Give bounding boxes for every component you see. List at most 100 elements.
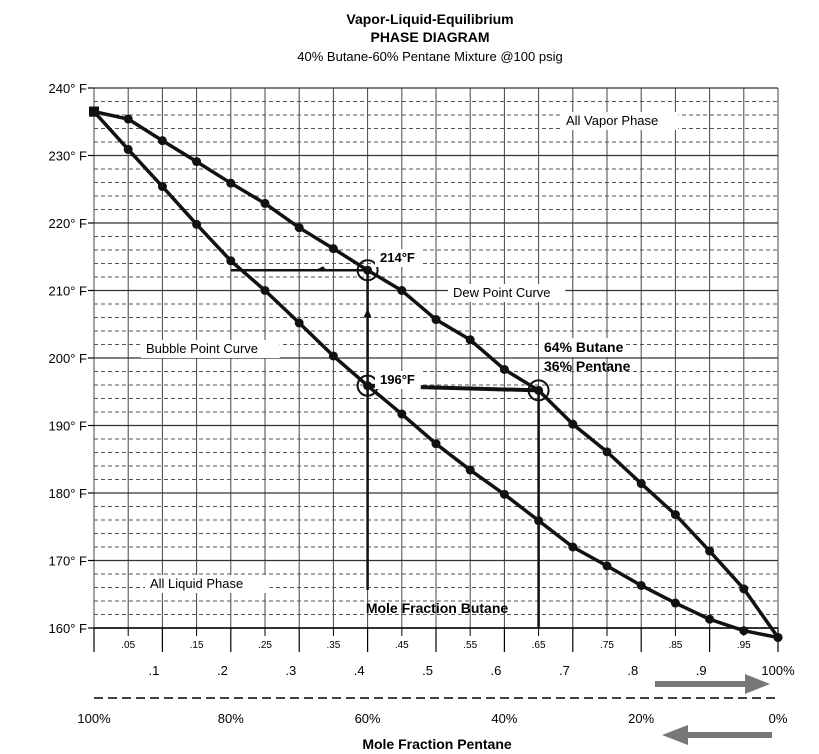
- data-point: [363, 265, 373, 275]
- data-point: [773, 632, 783, 642]
- data-point: [328, 244, 338, 254]
- data-point: [739, 584, 749, 594]
- data-point: [670, 598, 680, 608]
- y-tick-label: 240° F: [49, 81, 88, 96]
- data-point: [636, 580, 646, 590]
- arrow-left-small-icon: [315, 266, 327, 271]
- data-point: [499, 364, 509, 374]
- data-point: [226, 178, 236, 188]
- y-tick-label: 170° F: [49, 554, 88, 569]
- x-minor-tick-label: .25: [258, 640, 272, 651]
- label-214f-bg: [375, 249, 421, 267]
- data-point: [123, 114, 133, 124]
- data-point: [705, 614, 715, 624]
- axes: 240° F 230° F 220° F 210° F 200° F 190° F 180°…: [49, 81, 796, 726]
- x-minor-tick-label: .85: [668, 640, 682, 651]
- data-point: [465, 335, 475, 345]
- x-major-tick-label: 100%: [761, 663, 795, 678]
- series-group: [89, 106, 783, 642]
- data-point: [294, 223, 304, 233]
- y-tick-label: 230° F: [49, 149, 88, 164]
- data-point: [89, 106, 99, 117]
- data-point: [602, 561, 612, 571]
- x-major-tick-label: .1: [149, 663, 160, 678]
- data-point: [328, 351, 338, 361]
- data-point: [499, 489, 509, 499]
- data-point: [705, 546, 715, 556]
- data-point: [602, 447, 612, 457]
- x-major-tick-label: .7: [559, 663, 570, 678]
- annotation-labels: All Vapor Phase Dew Point Curve Bubble Poi…: [141, 112, 679, 593]
- label-214f: 214°F: [380, 250, 415, 265]
- x-minor-tick-label: .55: [463, 640, 477, 651]
- arrow-left-icon: [662, 725, 772, 745]
- label-dew-point-curve-bg: [448, 284, 566, 302]
- highlight-circle: [527, 379, 550, 402]
- arrow-right-icon: [655, 674, 770, 694]
- x-major-tick-label: .9: [696, 663, 707, 678]
- y-tick-label: 210° F: [49, 284, 88, 299]
- y-tick-label: 200° F: [49, 351, 88, 366]
- x-minor-tick-label: .35: [326, 640, 340, 651]
- data-point: [260, 198, 270, 208]
- data-point: [294, 318, 304, 328]
- y-tick-label: 220° F: [49, 216, 88, 231]
- x-axis-label-pentane: Mole Fraction Pentane: [362, 736, 512, 752]
- x-major-tick-label: .6: [491, 663, 502, 678]
- data-point: [534, 385, 544, 395]
- x-major-tick-label: .5: [422, 663, 433, 678]
- label-64-butane-bg: [539, 338, 626, 357]
- label-all-vapor-phase-bg: [561, 112, 679, 130]
- label-dew-point-curve: Dew Point Curve: [453, 285, 551, 300]
- data-point: [363, 381, 373, 391]
- x-minor-tick-label: .45: [395, 640, 409, 651]
- data-point: [739, 626, 749, 636]
- data-point: [157, 136, 167, 146]
- pentane-tick-label: 80%: [218, 711, 244, 726]
- label-36-pentane: 36% Pentane: [544, 358, 631, 374]
- data-point: [431, 439, 441, 449]
- label-bubble-point-curve-bg: [141, 340, 280, 358]
- data-point: [192, 157, 202, 167]
- arrow-up-small-icon: [363, 308, 372, 318]
- data-point: [157, 182, 167, 192]
- label-all-liquid-phase-bg: [145, 575, 270, 593]
- data-point: [465, 465, 475, 475]
- pentane-tick-label: 100%: [77, 711, 111, 726]
- pentane-tick-label: 60%: [355, 711, 381, 726]
- data-point: [534, 516, 544, 526]
- highlight-circle: [356, 259, 379, 282]
- x-minor-tick-label: .05: [121, 640, 135, 651]
- x-major-tick-label: .3: [285, 663, 296, 678]
- data-point: [568, 419, 578, 429]
- pentane-tick-label: 20%: [628, 711, 654, 726]
- data-point: [636, 479, 646, 489]
- data-point: [431, 315, 441, 325]
- x-minor-tick-label: .95: [737, 640, 751, 651]
- x-minor-tick-label: .75: [600, 640, 614, 651]
- label-196f-bg: [375, 371, 421, 389]
- chart-title: Vapor-Liquid-Equilibrium: [346, 11, 513, 27]
- label-196f: 196°F: [380, 372, 415, 387]
- label-bubble-point-curve: Bubble Point Curve: [146, 341, 258, 356]
- data-point: [670, 510, 680, 520]
- x-minor-tick-label: .65: [532, 640, 546, 651]
- label-64-butane: 64% Butane: [544, 339, 624, 355]
- data-point: [568, 542, 578, 552]
- pentane-tick-label: 40%: [491, 711, 517, 726]
- chart-subtitle: PHASE DIAGRAM: [370, 29, 489, 45]
- y-tick-label: 190° F: [49, 419, 88, 434]
- y-tick-label: 180° F: [49, 486, 88, 501]
- label-all-vapor-phase: All Vapor Phase: [566, 113, 658, 128]
- chart-subtitle-2: 40% Butane-60% Pentane Mixture @100 psig: [297, 49, 562, 64]
- x-major-tick-label: .2: [217, 663, 228, 678]
- pentane-tick-label: 0%: [769, 711, 788, 726]
- data-point: [123, 144, 133, 154]
- label-all-liquid-phase: All Liquid Phase: [150, 576, 243, 591]
- data-point: [226, 256, 236, 266]
- x-minor-tick-label: .15: [190, 640, 204, 651]
- x-major-tick-label: .4: [354, 663, 365, 678]
- data-point: [192, 219, 202, 229]
- x-axis-label-butane: Mole Fraction Butane: [366, 600, 509, 616]
